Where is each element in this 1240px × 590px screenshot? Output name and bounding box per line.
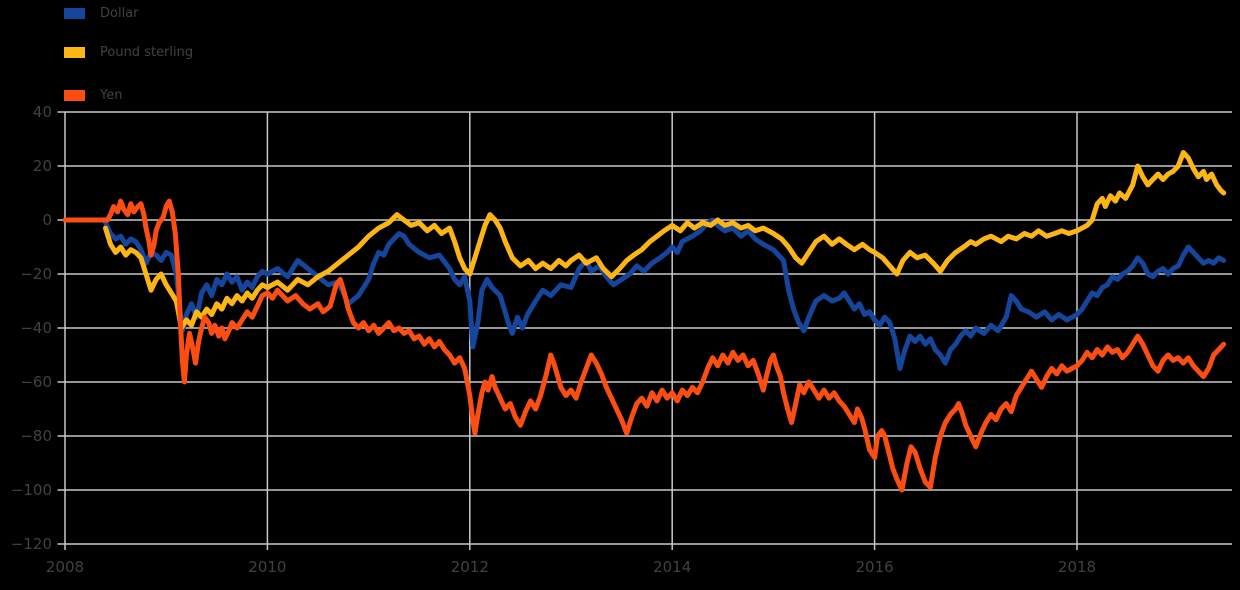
pound-sterling-swatch-icon	[64, 47, 85, 58]
y-tick-label: −40	[20, 319, 52, 337]
y-tick-label: −100	[11, 481, 52, 499]
x-tick-label: 2008	[46, 558, 84, 576]
legend-label: Pound sterling	[100, 45, 194, 60]
legend-label: Yen	[100, 88, 123, 103]
y-tick-label: −60	[20, 373, 52, 391]
x-tick-label: 2018	[1058, 558, 1096, 576]
y-tick-label: −20	[20, 265, 52, 283]
y-tick-label: −120	[11, 535, 52, 553]
legend-item-pound-sterling: Pound sterling	[64, 45, 194, 60]
legend-label: Dollar	[100, 6, 139, 21]
legend-item-yen: Yen	[64, 88, 123, 103]
legend: Dollar Pound sterling Yen	[0, 0, 400, 110]
x-tick-label: 2014	[653, 558, 691, 576]
x-tick-label: 2012	[451, 558, 489, 576]
y-tick-label: 40	[33, 103, 52, 121]
x-tick-label: 2010	[248, 558, 286, 576]
yen-swatch-icon	[64, 90, 85, 101]
x-tick-label: 2016	[856, 558, 894, 576]
y-tick-label: 20	[33, 157, 52, 175]
dollar-swatch-icon	[64, 8, 85, 19]
y-tick-label: 0	[42, 211, 52, 229]
legend-item-dollar: Dollar	[64, 6, 139, 21]
y-tick-label: −80	[20, 427, 52, 445]
series-line-yen	[62, 198, 1227, 493]
series-line-pound-sterling	[103, 150, 1227, 331]
series-line-dollar	[103, 217, 1227, 371]
